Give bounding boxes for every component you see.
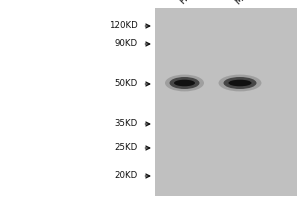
- Text: 25KD: 25KD: [115, 144, 138, 152]
- Text: MCF-7: MCF-7: [234, 0, 260, 6]
- Ellipse shape: [169, 77, 200, 89]
- Text: HepG2: HepG2: [178, 0, 206, 6]
- Ellipse shape: [165, 75, 204, 91]
- Bar: [154, 8, 297, 196]
- Ellipse shape: [229, 80, 252, 86]
- Ellipse shape: [224, 77, 256, 89]
- Text: 35KD: 35KD: [115, 119, 138, 129]
- Text: 90KD: 90KD: [115, 40, 138, 48]
- Text: 50KD: 50KD: [115, 79, 138, 88]
- Text: 120KD: 120KD: [109, 21, 138, 30]
- Text: 20KD: 20KD: [115, 171, 138, 180]
- Ellipse shape: [174, 80, 195, 86]
- Ellipse shape: [218, 75, 262, 91]
